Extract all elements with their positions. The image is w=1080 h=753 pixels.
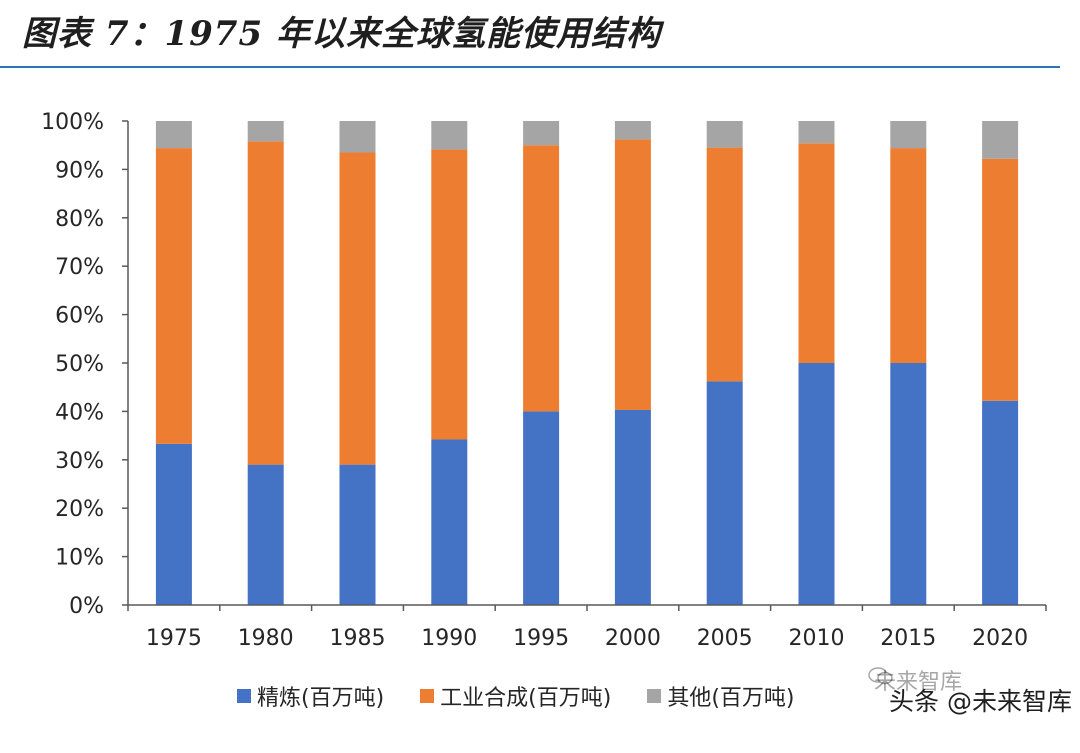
x-tick-label: 1980 (238, 626, 294, 651)
bar-other-1975 (155, 121, 192, 149)
y-tick-label: 50% (55, 352, 104, 377)
y-tick-label: 90% (55, 158, 104, 183)
x-tick-label: 1995 (513, 626, 569, 651)
y-tick-label: 10% (55, 546, 104, 571)
bar-refining-1990 (431, 439, 468, 605)
bar-other-1995 (523, 121, 560, 146)
bar-refining-2005 (706, 381, 743, 605)
x-tick-label: 2015 (880, 626, 936, 651)
stacked-bar-chart: 0% 10% 20% 30% 40% 50% 60% 70% 80% 90% 100% 1975 198… (41, 110, 1047, 651)
title-divider (0, 66, 1060, 68)
bar-industrial-2010 (798, 143, 835, 363)
y-tick-label: 30% (55, 449, 104, 474)
bar-other-2010 (798, 121, 835, 144)
bar-industrial-1995 (523, 145, 560, 412)
watermark-logo: 未来智库 (873, 670, 962, 695)
bar-other-1990 (431, 121, 468, 150)
legend: 精炼(百万吨) 工业合成(百万吨) 其他(百万吨) (237, 680, 795, 712)
y-tick-label: 80% (55, 207, 104, 232)
bar-industrial-1990 (431, 149, 468, 440)
bar-refining-1985 (339, 464, 376, 605)
legend-label-refining: 精炼(百万吨) (257, 686, 385, 711)
bar-industrial-1985 (339, 152, 376, 465)
bar-other-1980 (247, 121, 284, 142)
y-tick-label: 20% (55, 497, 104, 522)
legend-label-industrial: 工业合成(百万吨) (440, 686, 612, 711)
bar-industrial-2000 (614, 139, 651, 410)
bar-industrial-2005 (706, 147, 743, 382)
bar-refining-2010 (798, 363, 835, 605)
bar-other-2015 (890, 121, 927, 149)
bar-refining-2000 (614, 409, 651, 605)
bar-other-2005 (706, 121, 743, 148)
bar-other-2000 (614, 121, 651, 140)
x-tick-label: 1985 (330, 626, 386, 651)
y-tick-label: 100% (41, 110, 104, 135)
bar-other-1985 (339, 121, 376, 153)
x-tick-label: 2020 (972, 626, 1028, 651)
y-tick-label: 0% (69, 594, 104, 619)
legend-label-other: 其他(百万吨) (667, 686, 795, 711)
bar-industrial-2020 (982, 158, 1019, 401)
x-tick-label: 1990 (421, 626, 477, 651)
bar-industrial-1975 (155, 148, 192, 444)
x-tick-label: 2000 (605, 626, 661, 651)
legend-item-refining: 精炼(百万吨) (237, 680, 384, 712)
legend-swatch-other (647, 689, 662, 703)
watermark: 头条 @未来智库 (889, 687, 1072, 716)
bar-refining-1980 (247, 464, 284, 605)
y-tick-label: 40% (55, 400, 104, 425)
x-tick-label: 2005 (697, 626, 753, 651)
bar-refining-1995 (523, 411, 560, 605)
legend-item-other: 其他(百万吨) (647, 680, 795, 712)
chart-title: 图表 7：1975 年以来全球氢能使用结构 (22, 14, 661, 54)
y-tick-label: 70% (55, 255, 104, 280)
legend-swatch-industrial (420, 689, 435, 703)
y-tick-label: 60% (55, 304, 104, 329)
bar-refining-2015 (890, 363, 927, 605)
bar-industrial-2015 (890, 148, 927, 363)
bar-refining-2020 (982, 400, 1019, 605)
bar-refining-1975 (155, 443, 192, 605)
x-tick-label: 1975 (146, 626, 202, 651)
wechat-icon (868, 667, 893, 685)
x-tick-label: 2010 (789, 626, 845, 651)
bar-other-2020 (982, 121, 1019, 159)
legend-swatch-refining (237, 689, 251, 703)
legend-item-industrial: 工业合成(百万吨) (420, 680, 611, 712)
bar-industrial-1980 (247, 141, 284, 465)
